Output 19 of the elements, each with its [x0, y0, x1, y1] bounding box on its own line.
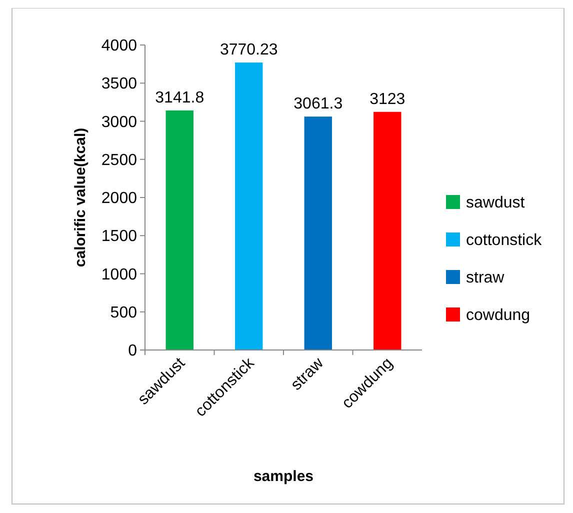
y-tick-label: 3000: [101, 114, 138, 131]
y-tick-label: 500: [110, 304, 138, 322]
y-tick-label: 4000: [101, 38, 138, 55]
legend-label: cowdung: [466, 307, 530, 324]
legend-label: cottonstick: [466, 232, 543, 250]
y-tick-label: 1500: [101, 228, 138, 246]
data-label: 3770.23: [220, 42, 278, 59]
y-axis-title: calorific value(kcal): [72, 128, 89, 268]
x-axis-title: samples: [253, 468, 314, 485]
y-tick-label: 0: [128, 342, 138, 360]
y-tick-label: 2000: [101, 190, 138, 208]
legend-label: sawdust: [466, 194, 526, 212]
data-label: 3141.8: [155, 89, 204, 106]
y-tick-label: 3500: [101, 76, 138, 93]
legend-label: straw: [466, 270, 505, 287]
data-label: 3123: [370, 90, 406, 108]
data-label: 3061.3: [294, 96, 343, 113]
y-tick-label: 1000: [101, 266, 138, 284]
y-tick-label: 2500: [101, 152, 138, 169]
